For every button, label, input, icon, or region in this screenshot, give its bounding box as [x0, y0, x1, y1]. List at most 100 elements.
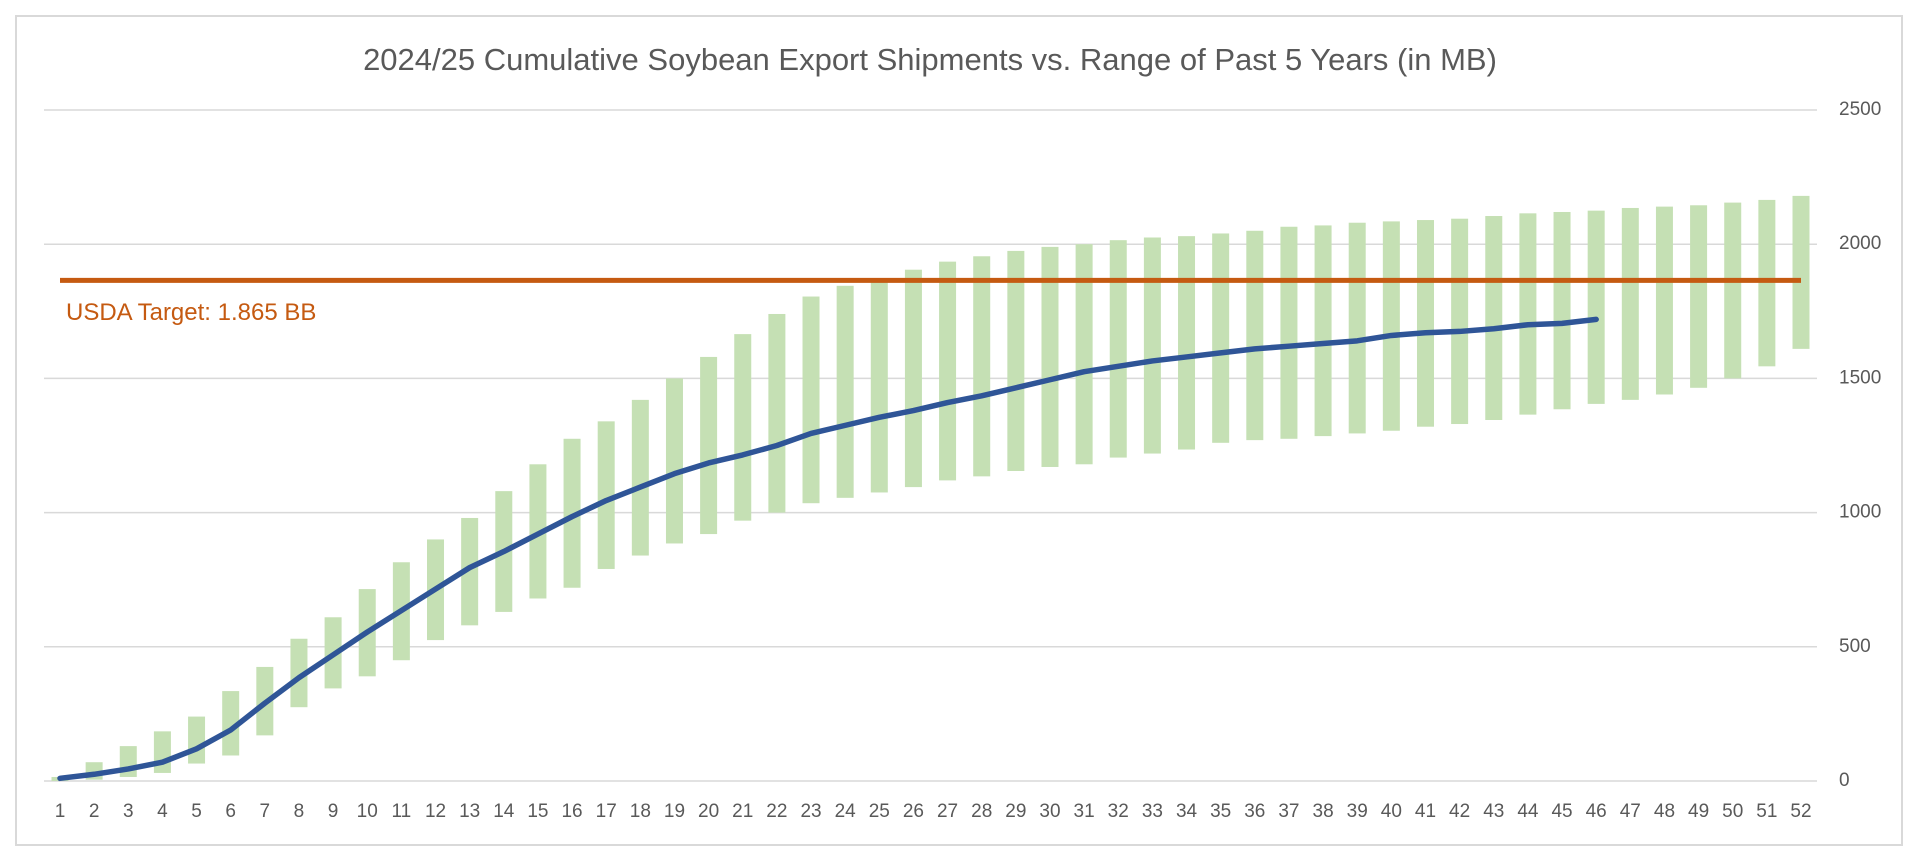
x-tick-label: 30 — [1039, 801, 1060, 822]
x-tick-label: 36 — [1244, 801, 1265, 822]
y-tick-label: 2500 — [1839, 99, 1881, 120]
x-tick-label: 51 — [1756, 801, 1777, 822]
x-tick-label: 21 — [732, 801, 753, 822]
x-tick-label: 3 — [123, 801, 134, 822]
x-tick-label: 5 — [191, 801, 202, 822]
x-tick-label: 16 — [561, 801, 582, 822]
range-bar — [870, 279, 888, 493]
x-tick-label: 28 — [971, 801, 992, 822]
x-tick-label: 48 — [1654, 801, 1675, 822]
x-tick-label: 42 — [1449, 801, 1470, 822]
range-bar — [734, 334, 752, 521]
range-bar — [939, 261, 957, 481]
range-bar — [1348, 222, 1366, 434]
x-tick-label: 52 — [1790, 801, 1811, 822]
x-tick-label: 24 — [835, 801, 857, 822]
range-bar — [768, 313, 786, 513]
range-bar — [290, 638, 308, 708]
range-bar — [188, 716, 206, 764]
range-bar — [1758, 199, 1776, 367]
y-tick-label: 0 — [1839, 770, 1850, 791]
chart-title: 2024/25 Cumulative Soybean Export Shipme… — [363, 42, 1497, 77]
x-tick-label: 18 — [630, 801, 651, 822]
range-bar — [904, 269, 922, 488]
x-tick-label: 4 — [157, 801, 168, 822]
x-tick-label: 6 — [225, 801, 236, 822]
x-tick-label: 37 — [1278, 801, 1299, 822]
x-tick-label: 45 — [1551, 801, 1572, 822]
x-tick-label: 39 — [1347, 801, 1368, 822]
range-bar — [1246, 230, 1264, 441]
x-tick-label: 20 — [698, 801, 719, 822]
x-tick-label: 29 — [1005, 801, 1026, 822]
x-tick-label: 14 — [493, 801, 515, 822]
x-tick-label: 43 — [1483, 801, 1504, 822]
range-bar — [1553, 211, 1571, 410]
range-bar — [153, 731, 171, 773]
range-bar — [1485, 216, 1503, 421]
x-tick-label: 31 — [1074, 801, 1095, 822]
x-tick-label: 1 — [55, 801, 66, 822]
range-bar — [1587, 210, 1605, 404]
x-tick-label: 41 — [1415, 801, 1436, 822]
x-tick-label: 15 — [527, 801, 548, 822]
x-tick-label: 33 — [1142, 801, 1163, 822]
range-bar — [836, 285, 854, 498]
range-bar — [563, 438, 581, 588]
x-tick-label: 13 — [459, 801, 480, 822]
range-bar — [1143, 237, 1161, 454]
range-bar — [1075, 244, 1093, 465]
range-bar — [1416, 220, 1434, 427]
x-tick-label: 47 — [1620, 801, 1641, 822]
range-bar — [1451, 218, 1469, 425]
range-bar — [1109, 240, 1127, 458]
x-tick-label: 38 — [1313, 801, 1334, 822]
range-bar — [665, 378, 683, 544]
range-bar — [1212, 233, 1230, 443]
y-tick-label: 1500 — [1839, 367, 1881, 388]
x-tick-label: 8 — [294, 801, 305, 822]
range-bar — [597, 421, 615, 569]
y-tick-label: 1000 — [1839, 502, 1881, 523]
x-tick-label: 19 — [664, 801, 685, 822]
range-bar — [1621, 207, 1639, 400]
x-tick-label: 17 — [596, 801, 617, 822]
y-tick-label: 2000 — [1839, 233, 1881, 254]
range-bar — [1382, 221, 1400, 431]
x-tick-label: 32 — [1108, 801, 1129, 822]
x-tick-label: 9 — [328, 801, 339, 822]
y-tick-label: 500 — [1839, 636, 1871, 657]
range-bar — [973, 256, 991, 477]
x-tick-label: 2 — [89, 801, 100, 822]
x-tick-label: 12 — [425, 801, 446, 822]
range-bar — [1792, 195, 1810, 349]
series-line — [57, 316, 1599, 782]
range-bar — [222, 691, 240, 756]
x-tick-label: 10 — [357, 801, 378, 822]
x-tick-label: 34 — [1176, 801, 1198, 822]
range-bar — [1178, 236, 1196, 450]
range-bar — [802, 296, 820, 504]
x-tick-label: 7 — [260, 801, 271, 822]
range-bar — [700, 356, 718, 535]
x-tick-label: 44 — [1517, 801, 1539, 822]
x-tick-label: 35 — [1210, 801, 1231, 822]
x-tick-label: 49 — [1688, 801, 1709, 822]
range-bar — [1519, 213, 1537, 415]
range-bar — [1690, 205, 1708, 388]
target-label: USDA Target: 1.865 BB — [66, 299, 316, 326]
range-bar — [1041, 246, 1059, 467]
range-bar — [1007, 250, 1025, 471]
x-tick-label: 25 — [869, 801, 890, 822]
x-tick-label: 46 — [1586, 801, 1607, 822]
x-tick-label: 26 — [903, 801, 924, 822]
range-bar — [1724, 202, 1742, 379]
x-tick-label: 22 — [766, 801, 787, 822]
x-tick-label: 40 — [1381, 801, 1402, 822]
range-bar — [631, 399, 649, 556]
chart-frame — [15, 15, 1903, 846]
x-tick-label: 11 — [392, 801, 412, 822]
x-tick-label: 50 — [1722, 801, 1743, 822]
